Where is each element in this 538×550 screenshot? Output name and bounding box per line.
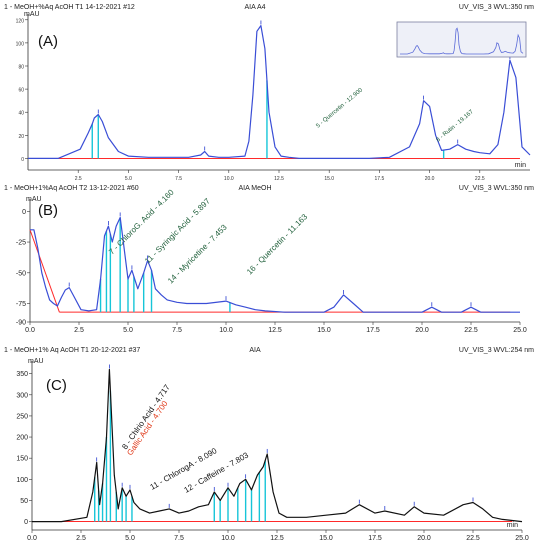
chart-panel-c: 1 - MeOH+1% Aq AcOH T1 20-12-2021 #37 AIA… — [0, 343, 538, 550]
x-tick-label: 20.0 — [417, 535, 431, 542]
y-tick-label: 250 — [16, 413, 28, 420]
chromatogram-c: 1 - MeOH+1% Aq AcOH T1 20-12-2021 #37 AIA… — [4, 347, 534, 542]
baseline-start — [29, 229, 60, 313]
y-unit-label: mAU — [28, 358, 44, 365]
header-right: UV_VIS_3 WVL:350 nm — [459, 4, 534, 11]
y-tick-label: 0 — [22, 209, 26, 216]
inset-frame — [396, 21, 527, 58]
header-right: UV_VIS_3 WVL:254 nm — [459, 347, 534, 354]
header-right: UV_VIS_3 WVL:350 nm — [459, 185, 534, 192]
x-tick-label: 5.0 — [125, 176, 132, 180]
y-tick-label: 0 — [21, 157, 24, 163]
y-tick-label: 20 — [18, 134, 24, 140]
y-tick-label: 40 — [18, 111, 24, 117]
x-tick-label: 22.5 — [464, 327, 478, 334]
x-tick-label: 7.5 — [172, 327, 182, 334]
y-tick-label: 150 — [16, 456, 28, 463]
x-tick-label: 0.0 — [27, 535, 37, 542]
signal-line — [28, 25, 531, 159]
chromatogram-a: 1 - MeOH+%Aq AcOH T1 14-12-2021 #12 AIA A… — [4, 4, 534, 180]
x-tick-label: 7.5 — [174, 535, 184, 542]
panel-label: (B) — [38, 202, 58, 219]
x-unit-label: min — [515, 162, 526, 169]
x-tick-label: 7.5 — [175, 176, 182, 180]
y-tick-label: -25 — [16, 240, 26, 247]
x-tick-label: 15.0 — [317, 327, 331, 334]
header-left: 1 - MeOH+%Aq AcOH T1 14-12-2021 #12 — [4, 4, 135, 11]
chromatogram-b: 1 - MeOH+1%Aq AcOH T2 13-12-2021 #60 AIA … — [4, 185, 534, 334]
y-tick-label: 300 — [16, 392, 28, 399]
x-tick-label: 12.5 — [274, 176, 284, 180]
peak-annotation: 16 - Quercetin - 11.163 — [245, 212, 310, 277]
chart-panel-b: 1 - MeOH+1%Aq AcOH T2 13-12-2021 #60 AIA … — [0, 181, 538, 341]
y-tick-label: 120 — [16, 18, 25, 24]
x-tick-label: 2.5 — [75, 176, 82, 180]
header-mid: AIA A4 — [244, 4, 265, 11]
y-unit-label: mAU — [26, 196, 42, 203]
inset-thumbnail — [396, 21, 527, 58]
x-tick-label: 15.0 — [324, 176, 334, 180]
y-tick-label: -75 — [16, 301, 26, 308]
x-tick-label: 12.5 — [270, 535, 284, 542]
x-tick-label: 0.0 — [25, 327, 35, 334]
x-tick-label: 10.0 — [221, 535, 235, 542]
y-tick-label: -50 — [16, 270, 26, 277]
x-unit-label: min — [507, 522, 518, 529]
x-tick-label: 17.5 — [366, 327, 380, 334]
x-tick-label: 17.5 — [375, 176, 385, 180]
y-tick-label: 100 — [16, 41, 25, 47]
x-tick-label: 22.5 — [475, 176, 485, 180]
y-tick-label: 80 — [18, 65, 24, 71]
header-left: 1 - MeOH+1% Aq AcOH T1 20-12-2021 #37 — [4, 347, 140, 354]
y-tick-label: 50 — [20, 498, 28, 505]
y-tick-label: 0 — [24, 519, 28, 526]
x-tick-label: 15.0 — [319, 535, 333, 542]
peak-annotation: 5 - Quercetin - 12.900 — [315, 87, 364, 130]
header-left: 1 - MeOH+1%Aq AcOH T2 13-12-2021 #60 — [4, 185, 139, 192]
inset-line — [400, 27, 524, 55]
header-mid: AIA MeOH — [238, 185, 271, 192]
x-tick-label: 22.5 — [466, 535, 480, 542]
peak-annotation: 11 - ChlorogA - 8.090 — [149, 446, 219, 492]
y-tick-label: 350 — [16, 371, 28, 378]
x-tick-label: 10.0 — [219, 327, 233, 334]
peak-annotation: 8 - Chlrio Acid - 4.717 — [120, 383, 172, 452]
signal-line — [30, 216, 520, 313]
x-tick-label: 25.0 — [515, 535, 529, 542]
y-tick-label: 100 — [16, 477, 28, 484]
y-tick-label: -90 — [16, 320, 26, 327]
x-tick-label: 12.5 — [268, 327, 282, 334]
y-tick-label: 200 — [16, 435, 28, 442]
header-mid: AIA — [249, 347, 261, 354]
x-tick-label: 10.0 — [224, 176, 234, 180]
x-tick-label: 20.0 — [425, 176, 435, 180]
peak-annotation: 8 - Rutin - 19.167 — [435, 109, 475, 144]
x-tick-label: 2.5 — [74, 327, 84, 334]
x-tick-label: 20.0 — [415, 327, 429, 334]
chart-panel-a: 1 - MeOH+%Aq AcOH T1 14-12-2021 #12 AIA A… — [0, 0, 538, 180]
panel-label: (C) — [46, 377, 67, 394]
y-unit-label: mAU — [24, 11, 40, 18]
x-tick-label: 17.5 — [368, 535, 382, 542]
x-tick-label: 5.0 — [125, 535, 135, 542]
peak-annotation: 12 - Caffeine - 7.803 — [183, 450, 251, 494]
panel-label: (A) — [38, 33, 58, 50]
signal-line — [32, 368, 523, 523]
x-tick-label: 5.0 — [123, 327, 133, 334]
x-tick-label: 25.0 — [513, 327, 527, 334]
x-tick-label: 2.5 — [76, 535, 86, 542]
y-tick-label: 60 — [18, 88, 24, 94]
